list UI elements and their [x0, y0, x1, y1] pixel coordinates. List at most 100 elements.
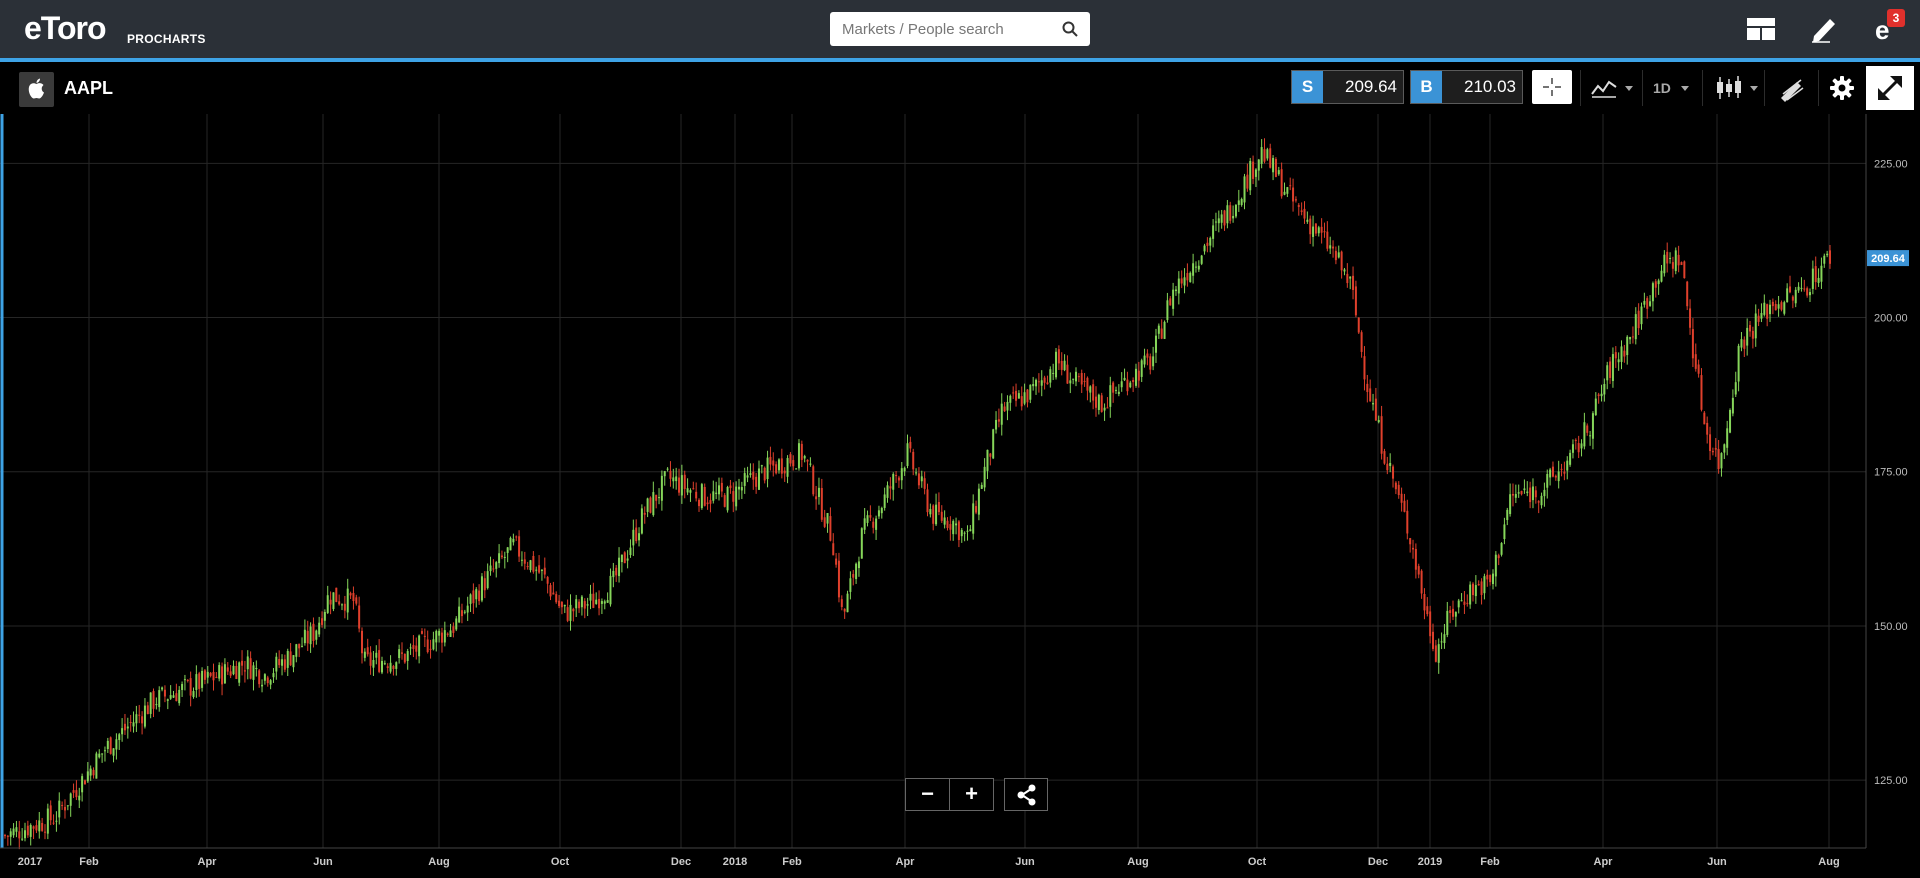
candle-body [1491, 573, 1494, 584]
candle-body [660, 475, 663, 501]
candle-body [432, 639, 435, 650]
candle-body [598, 598, 601, 609]
candle-body [135, 714, 138, 724]
candle-body [972, 503, 975, 534]
candle-body [643, 512, 646, 515]
candle-body [1292, 187, 1295, 202]
candle-body [460, 610, 463, 617]
candle-body [346, 588, 349, 613]
candle-body [795, 468, 798, 470]
candle-body [1083, 380, 1086, 382]
x-tick-label: Apr [198, 856, 218, 868]
candle-body [409, 647, 412, 649]
candle-body [669, 470, 672, 479]
candle-body [518, 536, 521, 557]
candle-body [817, 487, 820, 497]
candle-body [1043, 377, 1046, 383]
candle-body [943, 517, 946, 525]
candle-body [863, 518, 866, 530]
candle-body [132, 722, 135, 727]
candle-body [1574, 439, 1577, 442]
candle-body [712, 491, 715, 501]
candle-body [1400, 493, 1403, 503]
toolbar-divider [1702, 70, 1703, 106]
candle-body [638, 533, 641, 541]
chart-type-button[interactable] [1708, 68, 1758, 108]
candle-body [1312, 226, 1315, 237]
candle-body [1160, 328, 1163, 339]
candlestick-chart[interactable]: 225.00 200.00 175.00 150.00 125.00 2017 Feb Ap… [0, 114, 1920, 873]
candle-body [1072, 378, 1075, 380]
edit-pencil-icon[interactable] [1808, 14, 1840, 44]
candle-body [446, 633, 449, 635]
crosshair-icon [1543, 78, 1561, 96]
candle-body [263, 674, 266, 681]
candle-body [158, 690, 161, 708]
candle-body [121, 728, 124, 735]
candle-body [1234, 204, 1237, 217]
candle-body [538, 565, 541, 573]
search-box[interactable] [830, 12, 1090, 46]
candle-body [957, 521, 960, 541]
candle-body [1606, 365, 1609, 381]
candle-body [580, 596, 583, 608]
candle-body [492, 568, 495, 570]
candle-body [552, 592, 555, 595]
candle-body [449, 630, 452, 637]
candle-body [1372, 403, 1375, 405]
zoom-in-button[interactable]: + [965, 781, 978, 806]
crosshair-button[interactable] [1532, 70, 1572, 104]
candle-body [1129, 382, 1132, 388]
candle-body [683, 474, 686, 490]
settings-button[interactable] [1822, 68, 1862, 108]
candle-body [1246, 174, 1249, 189]
fullscreen-button[interactable] [1866, 66, 1914, 110]
search-input[interactable] [842, 12, 1052, 46]
candle-body [141, 716, 144, 724]
search-icon[interactable] [1062, 21, 1078, 37]
layout-icon[interactable] [1745, 14, 1777, 44]
candle-body [1526, 491, 1529, 494]
candle-body [977, 488, 980, 515]
candle-body [917, 473, 920, 486]
candle-body [1763, 302, 1766, 315]
buy-button[interactable]: B 210.03 [1410, 70, 1523, 104]
candle-body [1409, 538, 1412, 545]
x-tick-label: Apr [896, 856, 916, 868]
candle-body [1134, 368, 1137, 386]
sell-button[interactable]: S 209.64 [1291, 70, 1404, 104]
etoro-logo[interactable]: eToro [24, 10, 107, 46]
candle-body [900, 468, 903, 481]
candle-body [109, 737, 112, 754]
candle-body [912, 451, 915, 470]
candle-body [89, 768, 92, 776]
candle-body [372, 659, 375, 668]
price-chart[interactable]: 225.00 200.00 175.00 150.00 125.00 2017 Feb Ap… [0, 114, 1920, 873]
candle-body [1680, 262, 1683, 265]
candle-body [1252, 161, 1255, 179]
candle-body [1423, 594, 1426, 611]
candle-body [1174, 289, 1177, 292]
candle-body [1669, 257, 1672, 259]
candle-body [1786, 288, 1789, 303]
candle-body [306, 630, 309, 644]
share-button[interactable] [1004, 778, 1048, 811]
candle-body [566, 607, 569, 621]
drawing-tools-button[interactable] [1770, 68, 1814, 108]
candle-body [472, 590, 475, 604]
candle-body [243, 670, 246, 672]
candle-body [1389, 462, 1392, 466]
indicators-button[interactable] [1587, 68, 1637, 108]
sell-tag: S [1292, 71, 1323, 103]
candle-body [757, 468, 760, 490]
notifications-icon[interactable]: e [1872, 14, 1904, 44]
candle-body [1157, 325, 1160, 334]
timeframe-selector[interactable]: 1D [1647, 68, 1697, 108]
candle-body [1646, 298, 1649, 309]
candle-body [1417, 566, 1420, 575]
candle-body [500, 555, 503, 558]
candle-body [1026, 389, 1029, 403]
candle-body [1314, 223, 1317, 234]
candle-body [1337, 252, 1340, 258]
zoom-out-button[interactable]: − [921, 781, 934, 806]
